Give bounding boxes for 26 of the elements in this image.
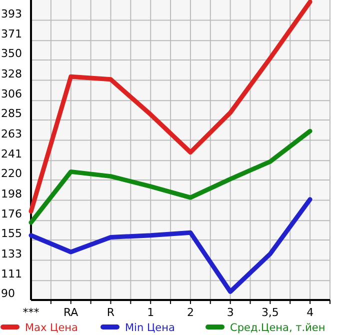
y-tick-label: 111 — [1, 268, 22, 281]
legend-label: Max Цена — [25, 322, 78, 334]
y-tick-label: 198 — [1, 187, 22, 200]
y-tick-label: 133 — [1, 247, 22, 260]
y-tick-label: 176 — [1, 208, 22, 221]
y-tick-label: 155 — [1, 227, 22, 240]
y-tick-label: 263 — [1, 127, 22, 140]
y-tick-label: 371 — [1, 28, 22, 41]
x-tick-label: 4 — [306, 306, 314, 319]
y-tick-label: 350 — [1, 47, 22, 60]
x-tick-label: 1 — [147, 306, 154, 319]
y-tick-label: 328 — [1, 67, 22, 80]
x-tick-label: 2 — [186, 306, 194, 319]
y-tick-label: 220 — [1, 167, 22, 180]
x-tick-label: R — [106, 306, 115, 319]
legend-label: Min Цена — [125, 322, 175, 334]
y-tick-label: 241 — [1, 148, 22, 161]
legend-label: Сред.Цена, т.йен — [230, 322, 326, 334]
x-tick-label: RA — [64, 306, 79, 319]
x-tick-label: 3,5 — [261, 306, 279, 319]
y-tick-label: 306 — [1, 88, 22, 101]
y-tick-label: 285 — [1, 107, 22, 120]
y-tick-label: 90 — [1, 287, 15, 300]
x-tick-label: 3 — [226, 306, 234, 319]
x-tick-label: *** — [22, 306, 40, 319]
y-tick-label: 393 — [1, 7, 22, 20]
